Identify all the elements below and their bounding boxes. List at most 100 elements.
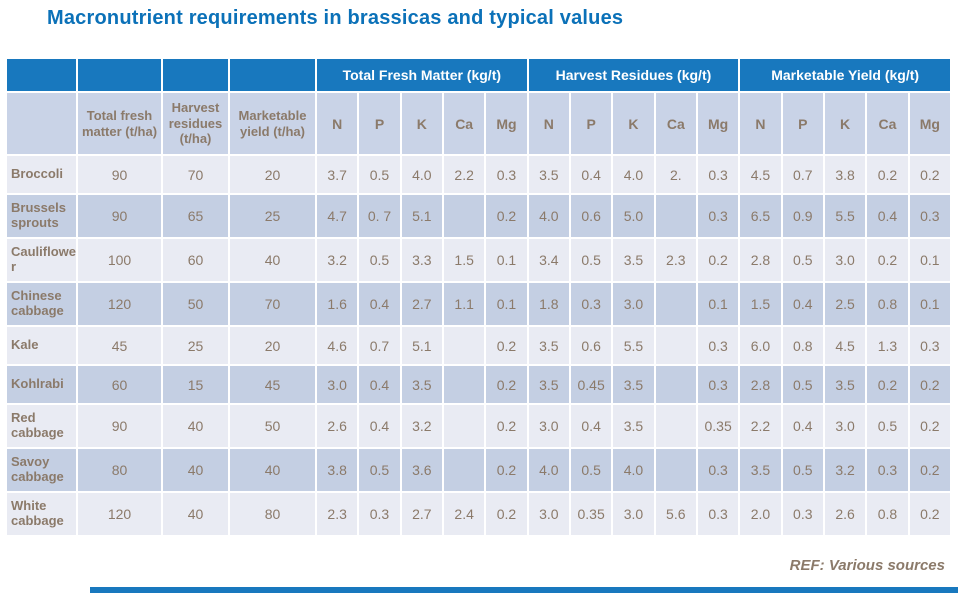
data-cell: 70 [163, 156, 228, 193]
data-cell [655, 327, 696, 364]
data-cell: 2.8 [740, 366, 781, 403]
data-cell: 3.4 [528, 239, 569, 281]
nutrient-header-cell: K [824, 93, 866, 154]
data-cell: 0.1 [909, 283, 950, 325]
subheader-marketable-yield: Marketable yield (t/ha) [230, 93, 315, 154]
header-spacer-cell [7, 59, 76, 91]
data-cell: 3.3 [401, 239, 442, 281]
data-cell: 4.0 [528, 449, 569, 491]
data-cell: 45 [230, 366, 315, 403]
data-cell: 50 [230, 405, 315, 447]
row-label: Kohlrabi [7, 366, 76, 403]
data-cell: 6.5 [740, 195, 781, 237]
data-cell: 0.35 [570, 493, 612, 535]
data-cell: 40 [230, 239, 315, 281]
data-cell: 0.3 [697, 493, 739, 535]
data-cell: 4.0 [528, 195, 569, 237]
data-cell: 2. [655, 156, 696, 193]
data-cell: 5.1 [401, 327, 442, 364]
table-row: White cabbage 120 40 80 2.3 0.3 2.7 2.4 0.2 3.0 0.… [7, 493, 950, 535]
data-cell: 3.5 [401, 366, 442, 403]
data-cell: 0.2 [486, 405, 527, 447]
data-cell: 2.3 [317, 493, 358, 535]
table-row: Cauliflower 100 60 40 3.2 0.5 3.3 1.5 0.1 3.4 0.5 3… [7, 239, 950, 281]
data-cell: 0.45 [570, 366, 612, 403]
data-cell: 0.3 [782, 493, 823, 535]
data-cell [655, 366, 696, 403]
data-cell: 0.3 [486, 156, 527, 193]
nutrient-header-cell: P [570, 93, 612, 154]
data-cell: 65 [163, 195, 228, 237]
data-cell [655, 283, 696, 325]
data-cell: 0.8 [782, 327, 823, 364]
row-label: Cauliflower [7, 239, 76, 281]
data-cell: 4.7 [317, 195, 358, 237]
data-cell: 0.4 [782, 405, 823, 447]
data-cell: 1.1 [443, 283, 485, 325]
data-cell: 3.5 [824, 366, 866, 403]
data-cell: 25 [230, 195, 315, 237]
table-row: Red cabbage 90 40 50 2.6 0.4 3.2 0.2 3.0 0.4 3.5 0.… [7, 405, 950, 447]
column-header-row: Total fresh matter (t/ha) Harvest residu… [7, 93, 950, 154]
data-cell: 3.2 [317, 239, 358, 281]
data-cell: 0.1 [909, 239, 950, 281]
macronutrient-table: Total Fresh Matter (kg/t) Harvest Residu… [5, 57, 952, 537]
table-row: Kohlrabi 60 15 45 3.0 0.4 3.5 0.2 3.5 0.45 3.5 0.3 2… [7, 366, 950, 403]
data-cell: 0.2 [867, 239, 908, 281]
data-cell: 0.4 [867, 195, 908, 237]
data-cell: 0.3 [697, 366, 739, 403]
nutrient-header-cell: Mg [909, 93, 950, 154]
data-cell: 0.6 [570, 195, 612, 237]
data-cell: 0.5 [359, 156, 400, 193]
data-cell: 1.5 [740, 283, 781, 325]
table-row: Savoy cabbage 80 40 40 3.8 0.5 3.6 0.2 4.0 0.5 4.0… [7, 449, 950, 491]
data-cell: 0.5 [782, 366, 823, 403]
data-cell: 2.3 [655, 239, 696, 281]
data-cell [443, 195, 485, 237]
data-cell: 3.5 [528, 156, 569, 193]
slide-title: Macronutrient requirements in brassicas … [47, 7, 624, 29]
table-body: Broccoli 90 70 20 3.7 0.5 4.0 2.2 0.3 3.5 0.4 4.0 2.… [7, 156, 950, 535]
data-cell: 0.35 [697, 405, 739, 447]
nutrient-header-cell: K [401, 93, 442, 154]
data-cell: 100 [78, 239, 161, 281]
data-cell: 80 [78, 449, 161, 491]
subheader-total-fresh-matter: Total fresh matter (t/ha) [78, 93, 161, 154]
data-cell: 0.3 [359, 493, 400, 535]
data-cell: 2.7 [401, 283, 442, 325]
data-cell: 4.0 [401, 156, 442, 193]
data-cell [443, 327, 485, 364]
data-cell: 3.8 [824, 156, 866, 193]
data-cell: 0.4 [359, 283, 400, 325]
data-cell: 3.5 [528, 327, 569, 364]
data-cell: 2.2 [443, 156, 485, 193]
data-cell: 40 [163, 405, 228, 447]
bottom-accent-bar [90, 587, 958, 593]
data-cell: 0.2 [909, 405, 950, 447]
nutrient-header-cell: Ca [867, 93, 908, 154]
header-spacer-cell [78, 59, 161, 91]
data-cell: 0.3 [909, 195, 950, 237]
data-cell: 3.8 [317, 449, 358, 491]
data-cell: 0.5 [867, 405, 908, 447]
row-label: White cabbage [7, 493, 76, 535]
data-cell: 0.3 [697, 195, 739, 237]
data-cell: 0.3 [867, 449, 908, 491]
data-cell: 3.0 [613, 283, 654, 325]
data-cell: 90 [78, 156, 161, 193]
subheader-harvest-residues: Harvest residues (t/ha) [163, 93, 228, 154]
data-cell: 0.2 [909, 156, 950, 193]
nutrient-header-cell: Ca [443, 93, 485, 154]
data-cell: 0.1 [697, 283, 739, 325]
data-cell: 5.5 [613, 327, 654, 364]
header-spacer-cell [7, 93, 76, 154]
data-cell: 60 [163, 239, 228, 281]
data-cell: 1.6 [317, 283, 358, 325]
row-label: Brussels sprouts [7, 195, 76, 237]
data-cell: 0. 7 [359, 195, 400, 237]
data-cell: 40 [163, 493, 228, 535]
data-cell: 0.7 [359, 327, 400, 364]
data-cell: 0.5 [359, 239, 400, 281]
data-cell: 5.6 [655, 493, 696, 535]
data-cell: 1.3 [867, 327, 908, 364]
